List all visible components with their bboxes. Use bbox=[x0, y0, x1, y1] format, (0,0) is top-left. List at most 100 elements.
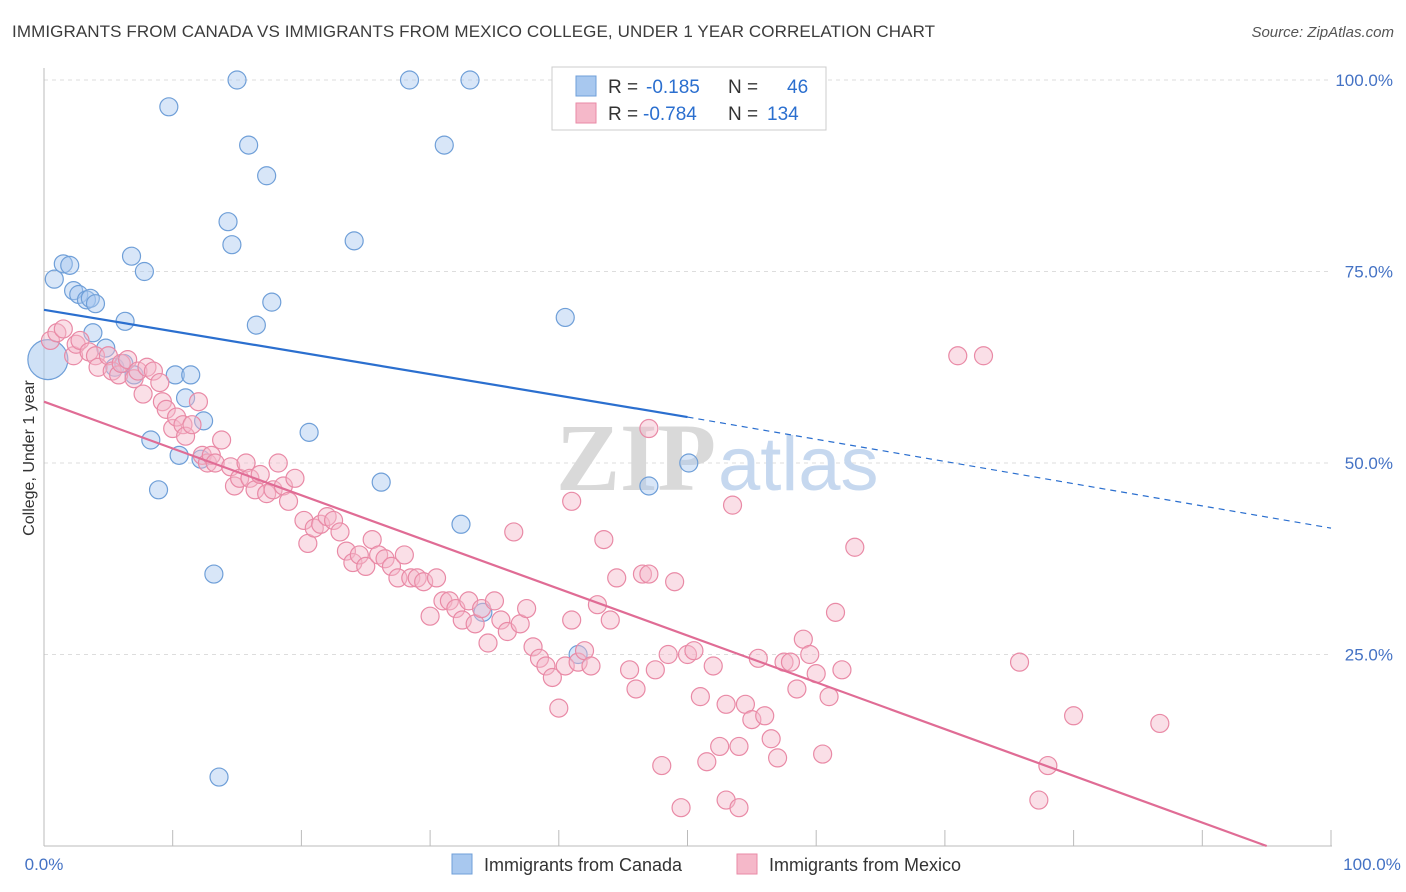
mexico-point bbox=[263, 480, 283, 500]
canada-point bbox=[148, 480, 169, 500]
canada-point bbox=[218, 212, 238, 232]
mexico-point bbox=[690, 687, 710, 707]
canada-point bbox=[451, 514, 471, 534]
series-legend-swatch-mexico bbox=[736, 853, 758, 875]
mexico-point bbox=[439, 591, 460, 611]
canada-point bbox=[460, 70, 480, 90]
x-tick-label-max: 100.0% bbox=[1343, 855, 1401, 874]
canada-point bbox=[165, 365, 185, 385]
watermark-zip: ZIP bbox=[556, 404, 716, 511]
canada-point bbox=[299, 422, 319, 442]
mexico-point bbox=[268, 453, 288, 473]
mexico-point bbox=[452, 610, 472, 630]
mexico-point bbox=[401, 568, 421, 588]
y-tick-labels: 25.0% 50.0% 75.0% 100.0% bbox=[1335, 71, 1393, 665]
mexico-point bbox=[1150, 713, 1170, 734]
mexico-point bbox=[729, 736, 749, 757]
y-axis-title: College, Under 1 year bbox=[21, 380, 38, 536]
canada-point bbox=[246, 315, 266, 335]
canada-point bbox=[399, 70, 420, 90]
legend-n-label-canada: N = bbox=[728, 77, 758, 98]
mexico-point bbox=[349, 545, 369, 565]
mexico-point bbox=[761, 729, 781, 749]
series-legend-label-mexico: Immigrants from Mexico bbox=[769, 855, 961, 875]
mexico-point bbox=[212, 430, 232, 450]
mexico-point bbox=[182, 415, 202, 435]
mexico-point bbox=[356, 556, 376, 577]
legend-box bbox=[551, 66, 827, 131]
mexico-point bbox=[478, 633, 498, 653]
mexico-point bbox=[581, 656, 601, 676]
legend-n-value-canada: 46 bbox=[787, 77, 808, 98]
legend-r-value-mexico: -0.784 bbox=[643, 104, 697, 125]
mexico-point bbox=[658, 644, 678, 665]
mexico-point bbox=[166, 407, 187, 427]
canada-point bbox=[159, 97, 179, 117]
mexico-point bbox=[278, 491, 299, 511]
mexico-point bbox=[813, 744, 833, 764]
mexico-point bbox=[742, 710, 762, 730]
series-legend-label-canada: Immigrants from Canada bbox=[484, 855, 683, 875]
canada-point bbox=[175, 388, 196, 408]
canada-point bbox=[679, 453, 699, 473]
mexico-point bbox=[330, 522, 350, 542]
mexico-point bbox=[336, 541, 357, 561]
mexico-point bbox=[755, 706, 775, 726]
data-points bbox=[27, 70, 1170, 818]
mexico-point bbox=[562, 610, 582, 630]
canada-point bbox=[344, 231, 364, 251]
mexico-point bbox=[426, 568, 447, 588]
mexico-point bbox=[53, 319, 73, 339]
canada-point bbox=[555, 307, 575, 328]
canada-point bbox=[193, 411, 214, 431]
mexico-point bbox=[948, 346, 968, 366]
mexico-point bbox=[381, 556, 402, 577]
mexico-point bbox=[285, 468, 305, 488]
mexico-point bbox=[484, 591, 505, 611]
mexico-point bbox=[562, 491, 582, 511]
gridlines bbox=[44, 79, 1331, 655]
x-tick-label-min: 0.0% bbox=[25, 855, 64, 874]
x-ticks bbox=[43, 830, 1332, 846]
series-legend: Immigrants from Canada Immigrants from M… bbox=[451, 853, 961, 875]
canada-point bbox=[371, 472, 391, 492]
legend-swatch-canada bbox=[575, 75, 597, 97]
mexico-point bbox=[684, 641, 704, 661]
mexico-point bbox=[607, 568, 627, 588]
legend-r-label-canada: R = bbox=[608, 77, 638, 98]
mexico-point bbox=[1009, 652, 1030, 672]
mexico-point bbox=[414, 572, 434, 592]
mexico-point bbox=[1029, 790, 1049, 810]
mexico-point bbox=[832, 660, 852, 680]
mexico-point bbox=[40, 330, 61, 351]
source-label: Source: ZipAtlas.com bbox=[1251, 24, 1394, 41]
mexico-point bbox=[800, 644, 820, 665]
mexico-point bbox=[632, 564, 653, 584]
mexico-point bbox=[420, 606, 440, 626]
watermark-atlas: atlas bbox=[718, 422, 879, 507]
canada-point bbox=[204, 564, 224, 584]
mexico-point bbox=[523, 637, 543, 657]
mexico-point bbox=[343, 552, 363, 573]
legend-r-value-canada: -0.185 bbox=[646, 77, 700, 98]
mexico-point bbox=[722, 495, 743, 515]
mexico-point bbox=[600, 610, 620, 630]
legend-n-label-mexico: N = bbox=[728, 104, 758, 125]
y-tick-label-100: 100.0% bbox=[1335, 71, 1393, 90]
trend-lines bbox=[43, 308, 1332, 848]
mexico-point bbox=[703, 656, 723, 676]
mexico-point bbox=[568, 652, 588, 672]
mexico-point bbox=[236, 453, 256, 473]
mexico-point bbox=[491, 610, 511, 630]
y-tick-label-75: 75.0% bbox=[1345, 263, 1393, 282]
mexico-point bbox=[665, 572, 685, 592]
mexico-point bbox=[780, 652, 801, 672]
y-tick-label-25: 25.0% bbox=[1345, 646, 1393, 665]
canada-point bbox=[639, 476, 659, 496]
mexico-point bbox=[697, 752, 717, 772]
mexico-point bbox=[716, 694, 736, 714]
mexico-point bbox=[652, 755, 672, 776]
canada-point bbox=[209, 767, 229, 787]
legend-r-label-mexico: R = bbox=[608, 104, 638, 125]
legend-n-value-mexico: 134 bbox=[767, 104, 799, 125]
